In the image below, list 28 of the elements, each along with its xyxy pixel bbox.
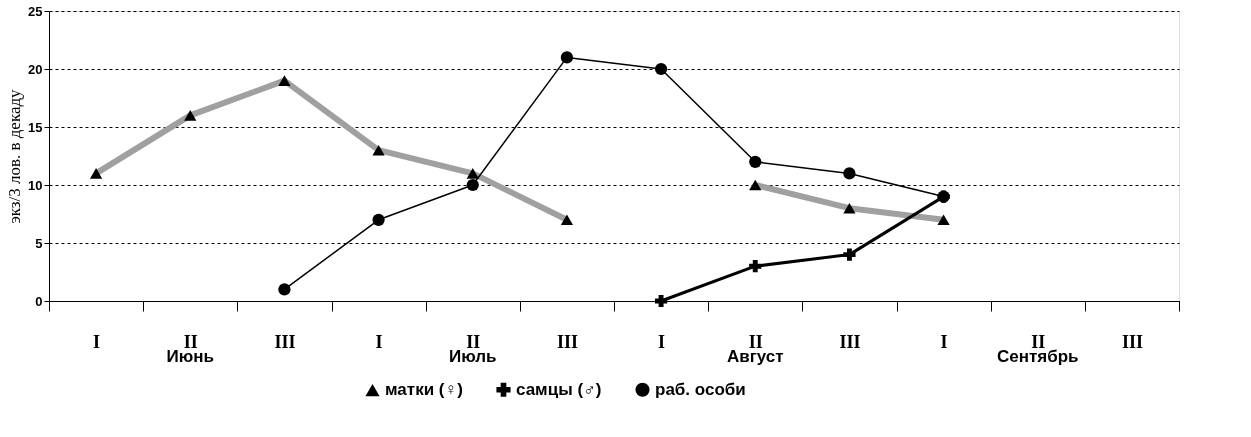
legend-label: раб. особи (655, 379, 746, 399)
x-tick-label: I (93, 331, 101, 352)
point (843, 248, 856, 261)
point (466, 178, 479, 192)
x-tick-label: III (556, 331, 578, 352)
y-tick-label: 15 (28, 119, 43, 135)
point (843, 167, 856, 180)
legend-label: матки (♀) (385, 380, 463, 400)
x-tick-label: I (940, 331, 948, 352)
y-tick-label: 25 (28, 3, 43, 19)
point (372, 213, 385, 226)
legend-label: самцы (♂) (516, 379, 602, 399)
point (654, 62, 668, 76)
point (278, 283, 291, 296)
x-tick-label: III (1121, 331, 1143, 352)
y-axis-title: экз/3 лов. в декаду (5, 88, 25, 224)
point (560, 51, 574, 64)
point (749, 260, 762, 273)
x-tick-label: I (375, 331, 383, 352)
y-tick-label: 5 (35, 235, 43, 251)
x-tick-label: I (658, 331, 666, 352)
y-tick-label: 20 (28, 61, 43, 77)
point (749, 155, 762, 168)
x-tick-label: III (274, 331, 296, 352)
y-tick-label: 0 (35, 293, 43, 309)
y-tick-label: 10 (28, 177, 43, 193)
x-tick-label: III (839, 331, 861, 352)
point (654, 294, 668, 308)
